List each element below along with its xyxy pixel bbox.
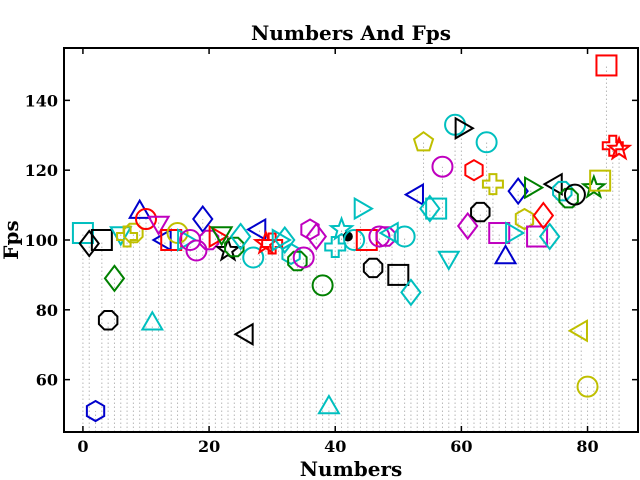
y-tick-label: 80 [36,301,58,320]
data-point-square [595,54,618,77]
data-point-triangle-left [246,217,267,242]
data-point-triangle-right [208,224,229,249]
data-point-triangle-right [505,221,526,245]
data-point-triangle-up [493,243,518,265]
data-point-hexagon [85,399,106,423]
data-point-triangle-left [567,319,588,343]
data-point-octagon [558,187,579,209]
data-point-hexagon [300,218,320,241]
x-tick-label: 0 [77,437,88,456]
data-point-diamond [532,201,555,230]
stem-lines [82,65,620,432]
data-point-diamond [229,222,252,251]
data-point-plus [481,173,504,196]
data-point-octagon [375,226,396,247]
data-point-triangle-up [317,394,341,415]
data-point-star [328,215,355,241]
data-point-octagon [97,310,119,331]
y-tick-label: 100 [25,231,58,250]
data-point-triangle-right [353,196,374,221]
data-point-star [580,173,608,199]
y-tick-label: 60 [36,371,58,390]
data-point-diamond [538,222,561,251]
data-point-circle [135,208,157,231]
data-point-plus [116,225,139,248]
data-point-square [589,169,612,192]
data-point-diamond [456,211,479,241]
data-point-circle [292,246,315,269]
data-point-triangle-right [524,175,545,200]
data-point-square [90,229,113,251]
data-point-square [387,263,410,286]
data-points [71,54,633,423]
data-point-octagon [287,250,308,272]
data-point-pentagon [412,131,435,152]
data-point-circle [368,225,391,248]
data-point-diamond [419,194,441,223]
x-tick-label: 20 [198,437,220,456]
data-point-square [425,197,448,220]
data-point-circle [343,229,366,251]
data-point-triangle-left [378,221,399,245]
y-tick-label: 120 [25,161,58,180]
data-point-diamond [192,204,214,234]
data-point-circle [475,131,498,154]
x-tick-label: 40 [324,437,346,456]
data-point-diamond [103,264,126,293]
data-point-square [71,222,94,245]
data-point-circle [431,155,454,178]
y-tick-label: 140 [25,91,58,110]
data-point-plus [324,235,347,258]
data-point-triangle-down [146,215,171,237]
data-point-square [526,225,549,248]
x-axis-label: Numbers [300,457,403,480]
data-point-hexagon [514,207,535,231]
x-tick-label: 60 [450,437,472,456]
data-point-octagon [362,257,384,279]
data-point-triangle-right [271,228,292,252]
data-point-square [160,229,183,251]
data-point-square [488,222,511,245]
x-tick-label: 80 [576,437,598,456]
data-point-octagon [224,236,245,258]
y-axis-label: Fps [0,220,23,259]
data-point-diamond [274,225,296,255]
data-point-triangle-down [109,226,133,247]
data-point-triangle-down [437,250,461,271]
data-point-circle [393,225,416,248]
data-point-circle [185,239,208,262]
data-point-diamond [400,278,422,307]
data-point-circle [576,375,599,398]
data-point-star [605,135,633,161]
data-point-octagon [470,201,491,223]
plot-frame [63,47,639,433]
data-point-triangle-left [233,322,254,346]
chart-title: Numbers And Fps [251,21,451,45]
data-point-circle [311,274,334,297]
data-point-triangle-right [177,228,198,252]
data-point-circle [242,246,265,269]
data-point-triangle-down [209,226,234,247]
data-point-triangle-right [454,116,475,140]
data-point-triangle-left [403,182,424,207]
data-point-diamond [305,222,328,251]
data-point-hexagon [464,159,484,182]
data-point-circle [563,183,586,206]
data-point-triangle-up [140,310,165,331]
data-point-diamond [78,229,100,258]
